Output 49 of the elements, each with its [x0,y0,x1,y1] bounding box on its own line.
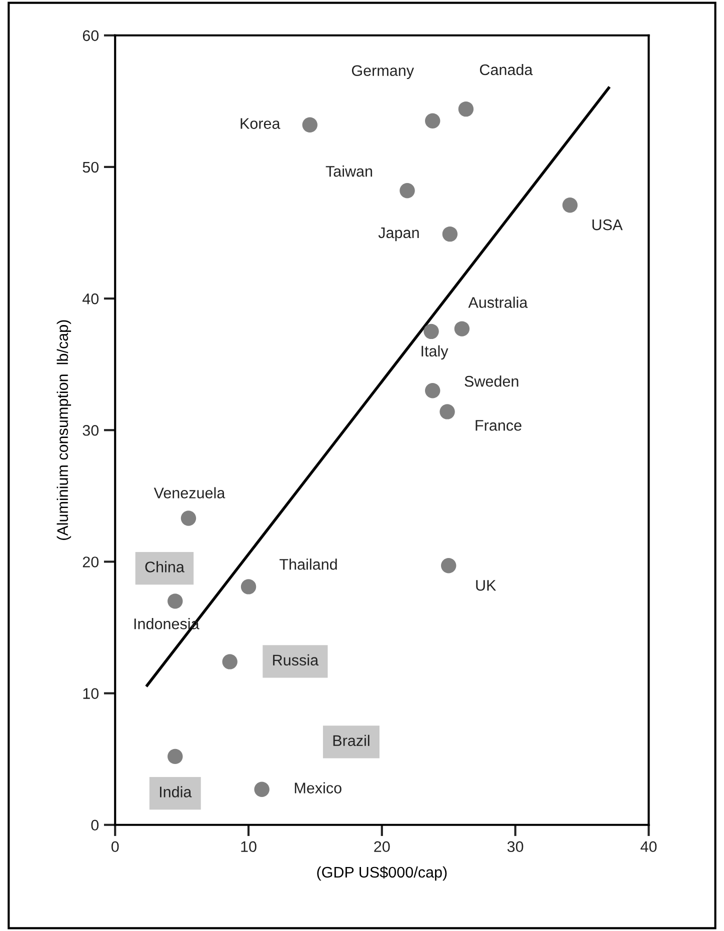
annotation: Brazil [333,734,370,746]
annotation: Korea [240,118,280,129]
point [222,654,238,670]
point [458,101,474,117]
annotation: Thailand [280,558,337,570]
point [240,579,256,594]
annotation: USA [592,219,623,230]
x-tick-label: 20 [374,841,390,852]
x-tick-label: 40 [640,841,657,852]
point [400,183,415,198]
point [562,198,578,213]
y-axis-title: (Aluminium consumption lb/cap) [56,320,72,540]
point [441,558,456,574]
point [424,324,439,340]
annotation: Russia [273,654,319,666]
point [168,594,183,609]
annotation: Italy [422,345,448,360]
x-tick-label: 0 [111,841,119,852]
y-tick-label: 0 [91,820,99,831]
y-tick-label: 30 [82,424,99,436]
annotation: Germany [352,65,414,80]
y-tick-label: 10 [83,688,99,699]
point [440,404,455,420]
annotation: Taiwan [326,166,372,177]
annotation: Australia [468,296,528,308]
x-axis-title: (GDP US$000/cap) [317,866,447,881]
y-tick-label: 20 [82,556,99,568]
point [442,226,458,242]
annotation: China [145,561,184,572]
x-tick-label: 10 [241,841,256,852]
annotation: Venezuela [154,487,226,498]
point [302,117,318,132]
x-tick-label: 30 [507,841,524,852]
annotation: Mexico [294,782,342,794]
y-tick-label: 60 [82,30,99,42]
point [254,782,270,797]
point [424,113,440,129]
point [168,748,183,764]
annotation: India [160,786,192,798]
y-tick-label: 40 [82,293,99,304]
point [424,383,440,398]
point [180,510,196,526]
annotation: Canada [480,64,533,76]
y-tick-label: 50 [82,162,99,173]
annotation: Japan [378,228,419,242]
annotation: Sweden [464,376,518,387]
annotation: UK [476,580,496,591]
point [454,321,470,336]
annotation: France [476,420,522,431]
